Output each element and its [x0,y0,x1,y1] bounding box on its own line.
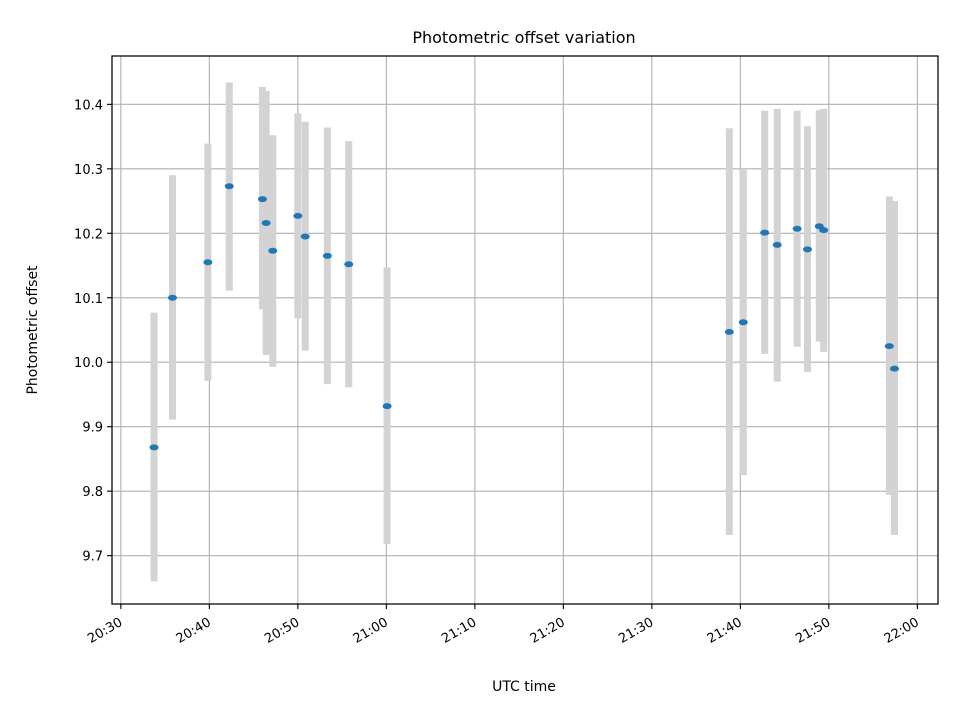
y-tick-label: 10.2 [74,227,103,242]
y-tick-label: 9.8 [82,485,103,500]
data-point [257,196,267,203]
y-tick-label: 10.3 [74,163,103,178]
axes-frame [111,55,939,605]
data-point [760,229,770,236]
data-points [149,183,899,451]
y-tick-label: 9.7 [82,550,103,565]
data-point [224,183,234,190]
data-point [889,365,899,372]
data-point [792,225,802,232]
data-point [802,246,812,253]
data-point [382,403,392,410]
data-point [149,444,159,451]
x-axis-label: UTC time [492,679,556,695]
data-point [203,259,213,266]
y-tick-label: 10.4 [74,98,103,113]
chart-title: Photometric offset variation [412,28,635,47]
y-tick-label: 9.9 [82,421,103,436]
y-tick-label: 10.0 [74,356,103,371]
y-axis-label: Photometric offset [25,265,41,395]
data-point [772,241,782,248]
y-tick-label: 10.1 [74,292,103,307]
data-point [322,252,332,259]
data-point [268,247,278,254]
data-point [724,328,734,335]
data-point [167,294,177,301]
data-point [884,343,894,350]
data-point [293,212,303,219]
data-point [738,319,748,326]
data-point [344,261,354,268]
grid [112,56,938,604]
data-point [819,227,829,234]
data-point [261,219,271,226]
data-point [300,233,310,240]
